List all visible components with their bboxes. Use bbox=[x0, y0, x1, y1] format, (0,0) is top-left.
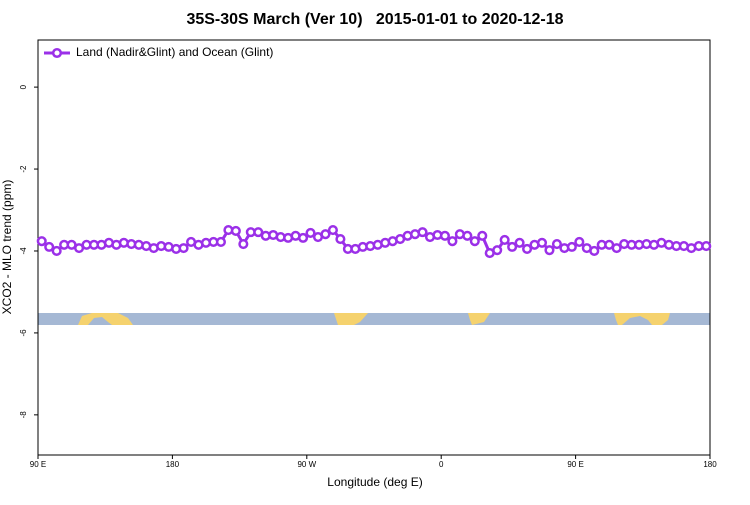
y-tick-label: -6 bbox=[19, 329, 28, 337]
data-point bbox=[327, 225, 338, 236]
data-point bbox=[544, 245, 555, 256]
data-point bbox=[611, 243, 622, 254]
x-tick-label: 180 bbox=[703, 460, 717, 469]
data-point bbox=[51, 245, 62, 257]
data-point bbox=[178, 243, 189, 254]
ocean-shape bbox=[88, 317, 112, 325]
data-point bbox=[566, 241, 577, 252]
data-point bbox=[551, 238, 562, 250]
data-point bbox=[320, 229, 331, 240]
land-shape bbox=[468, 313, 490, 325]
data-point bbox=[514, 237, 525, 248]
x-tick-label: 90 E bbox=[30, 460, 46, 469]
ocean-band bbox=[38, 313, 710, 325]
legend-label: Land (Nadir&Glint) and Ocean (Glint) bbox=[76, 45, 273, 59]
data-point bbox=[36, 236, 47, 247]
x-tick-label: 0 bbox=[439, 460, 444, 469]
data-point bbox=[447, 236, 458, 247]
y-tick-label: -4 bbox=[19, 247, 28, 255]
x-tick-label: 90 W bbox=[297, 460, 316, 469]
data-point bbox=[701, 241, 712, 252]
data-point bbox=[439, 230, 450, 241]
data-point bbox=[230, 225, 241, 236]
data-point bbox=[507, 241, 518, 252]
x-tick-label: 90 E bbox=[567, 460, 583, 469]
data-point bbox=[215, 236, 226, 248]
data-point bbox=[522, 243, 533, 254]
legend-marker bbox=[51, 47, 63, 59]
y-tick-label: 0 bbox=[19, 84, 28, 89]
data-point bbox=[298, 232, 309, 243]
data-point bbox=[462, 230, 473, 241]
data-point bbox=[477, 230, 488, 241]
y-tick-label: -2 bbox=[19, 165, 28, 173]
data-point bbox=[536, 237, 548, 248]
data-point bbox=[335, 234, 346, 245]
data-point bbox=[469, 236, 480, 247]
data-point bbox=[44, 241, 55, 252]
data-point bbox=[305, 227, 316, 239]
data-point bbox=[417, 227, 428, 238]
x-axis-label: Longitude (deg E) bbox=[327, 475, 422, 489]
data-point bbox=[492, 245, 503, 256]
y-tick-label: -8 bbox=[19, 411, 28, 419]
data-point bbox=[589, 245, 600, 257]
data-point bbox=[238, 238, 249, 250]
data-point bbox=[499, 234, 510, 245]
chart-title: 35S-30S March (Ver 10) 2015-01-01 to 202… bbox=[186, 11, 563, 28]
land-shape bbox=[334, 313, 368, 325]
data-point bbox=[574, 236, 585, 248]
x-tick-label: 180 bbox=[166, 460, 180, 469]
y-axis-label: XCO2 - MLO trend (ppm) bbox=[0, 180, 14, 315]
land-ocean-strip bbox=[38, 313, 710, 325]
ocean-shape bbox=[622, 316, 652, 325]
data-point bbox=[253, 227, 264, 238]
